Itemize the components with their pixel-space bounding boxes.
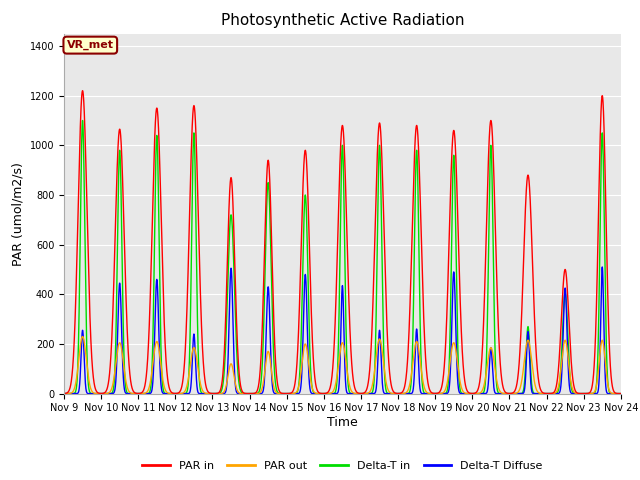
Delta-T Diffuse <box>60 391 68 396</box>
PAR in <box>617 391 625 396</box>
Delta-T Diffuse <box>508 391 515 396</box>
PAR in <box>60 391 68 396</box>
Title: Photosynthetic Active Radiation: Photosynthetic Active Radiation <box>221 13 464 28</box>
Line: PAR out: PAR out <box>64 336 621 394</box>
X-axis label: Time: Time <box>327 416 358 429</box>
Delta-T Diffuse <box>89 391 97 396</box>
Line: PAR in: PAR in <box>64 91 621 394</box>
Y-axis label: PAR (umol/m2/s): PAR (umol/m2/s) <box>11 162 24 265</box>
Line: Delta-T Diffuse: Delta-T Diffuse <box>64 267 621 394</box>
Text: VR_met: VR_met <box>67 40 114 50</box>
Delta-T in <box>617 391 625 396</box>
PAR in <box>515 361 523 367</box>
Delta-T in <box>90 391 97 396</box>
Delta-T Diffuse <box>617 391 625 396</box>
Delta-T Diffuse <box>493 391 501 396</box>
PAR out <box>493 382 501 387</box>
PAR out <box>90 390 97 396</box>
Delta-T Diffuse <box>479 391 486 396</box>
Delta-T in <box>515 391 523 396</box>
PAR out <box>79 334 86 339</box>
PAR out <box>508 391 515 396</box>
Delta-T Diffuse <box>515 391 523 396</box>
Delta-T in <box>60 391 68 396</box>
PAR out <box>515 388 523 394</box>
Legend: PAR in, PAR out, Delta-T in, Delta-T Diffuse: PAR in, PAR out, Delta-T in, Delta-T Dif… <box>138 457 547 476</box>
Delta-T in <box>479 391 486 396</box>
PAR in <box>508 391 515 396</box>
PAR in <box>479 345 486 350</box>
Delta-T Diffuse <box>415 380 423 385</box>
PAR in <box>415 171 423 177</box>
Delta-T in <box>508 391 515 396</box>
PAR out <box>479 387 486 393</box>
PAR in <box>493 303 501 309</box>
PAR in <box>90 372 97 378</box>
PAR in <box>79 88 86 94</box>
Line: Delta-T in: Delta-T in <box>64 120 621 394</box>
Delta-T in <box>493 388 501 394</box>
Delta-T in <box>415 281 423 287</box>
PAR out <box>415 351 423 357</box>
PAR out <box>617 391 625 396</box>
Delta-T Diffuse <box>598 264 606 270</box>
PAR out <box>60 391 68 396</box>
Delta-T in <box>508 391 515 396</box>
Delta-T in <box>79 118 86 123</box>
